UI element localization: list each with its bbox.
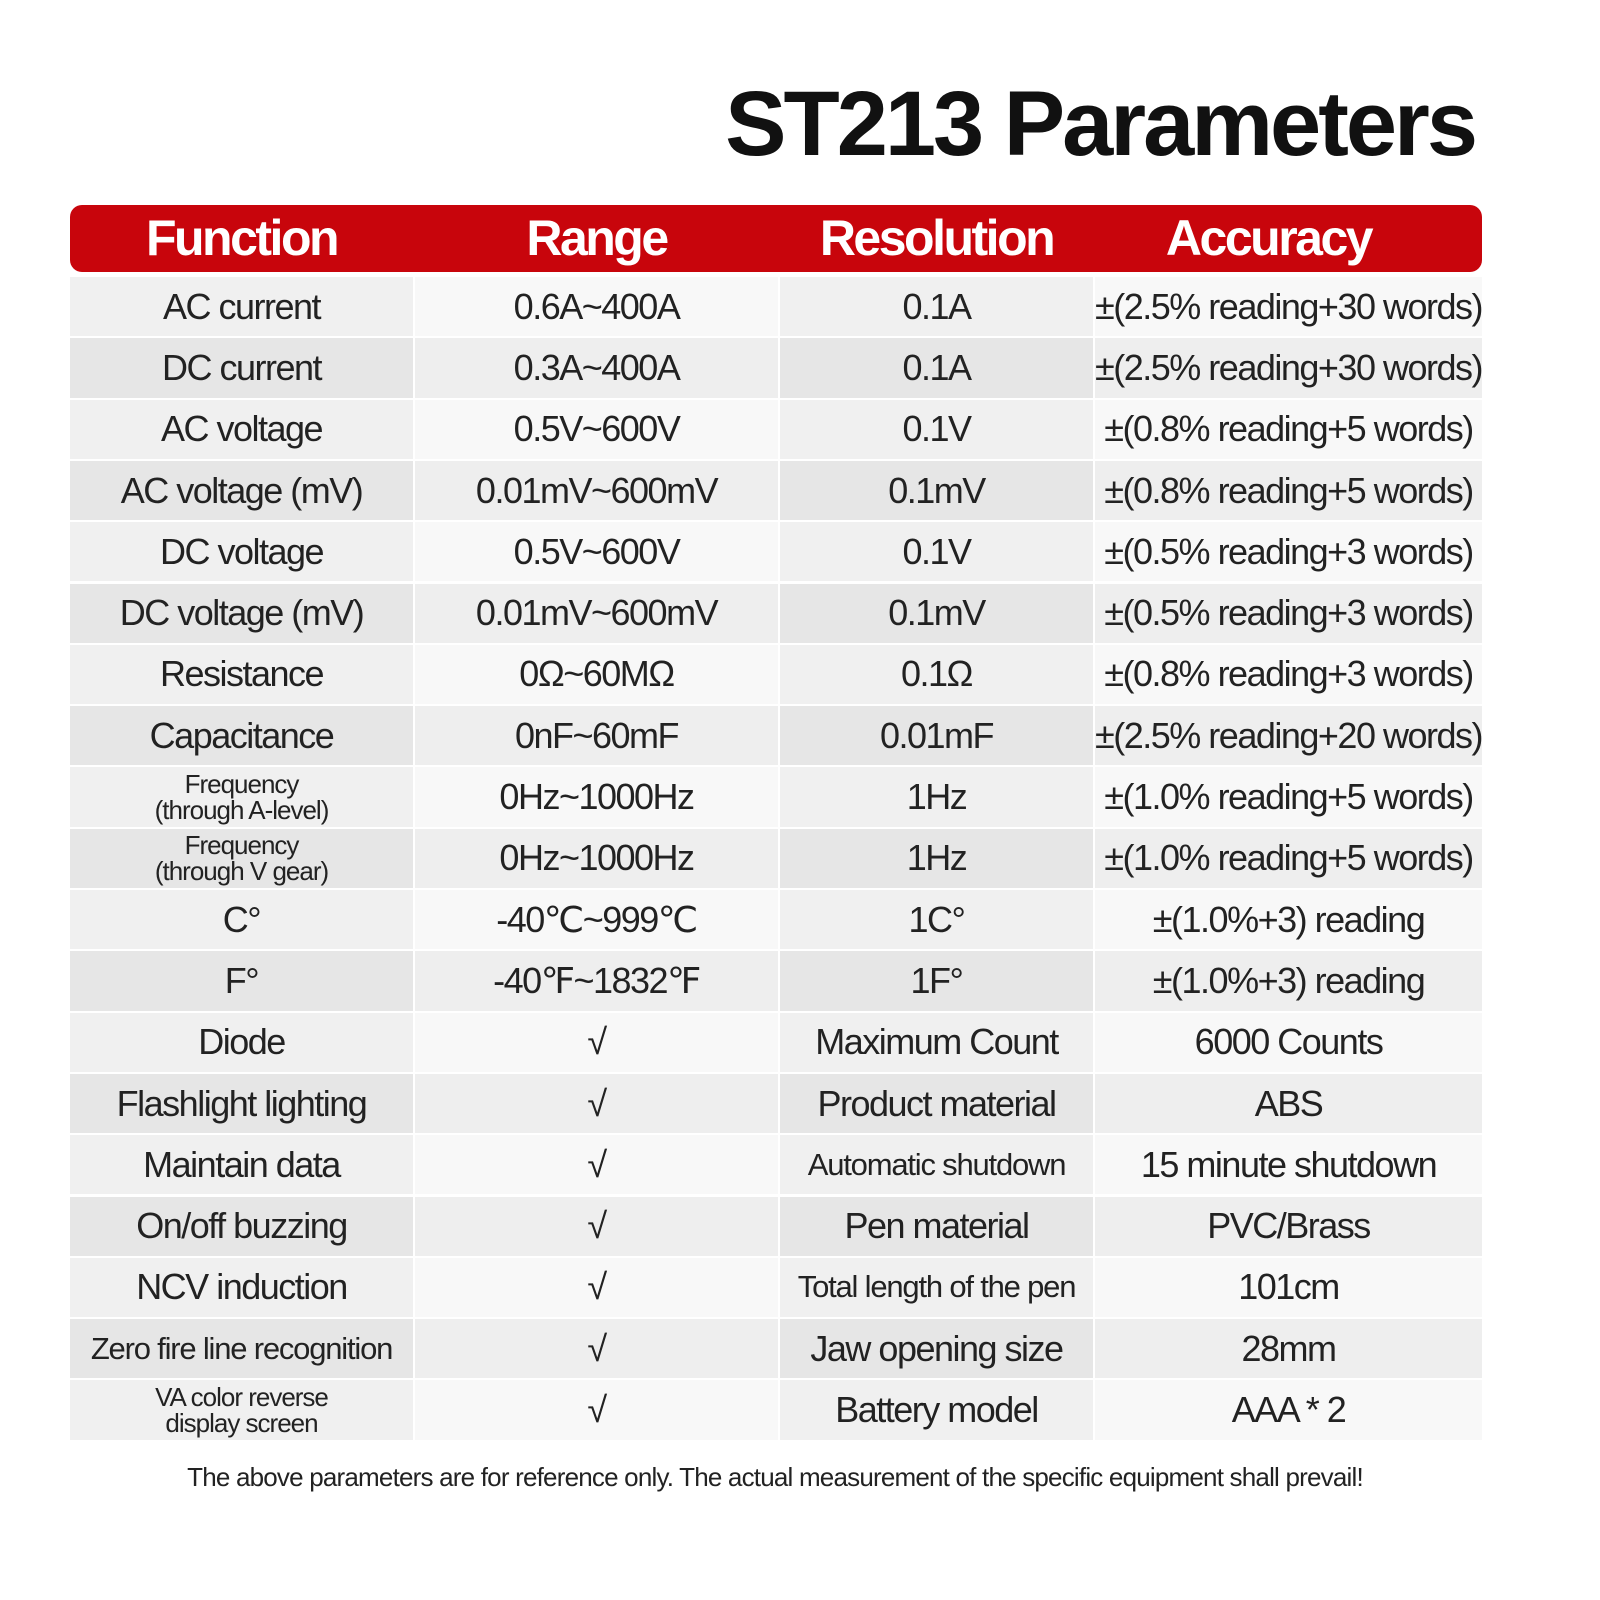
- table-cell: Total length of the pen: [780, 1257, 1093, 1318]
- table-cell: ±(2.5% reading+20 words): [1095, 706, 1483, 766]
- cell-line: display screen: [165, 1408, 318, 1439]
- table-cell: 0.1A: [780, 338, 1093, 398]
- header-cell: Accuracy: [1165, 210, 1374, 266]
- table-cell: ±(0.8% reading+3 words): [1095, 644, 1482, 705]
- cell-line: Frequency: [184, 769, 300, 800]
- table-cell: PVC/Brass: [1095, 1196, 1482, 1256]
- table-cell: ±(1.0% reading+5 words): [1095, 828, 1482, 888]
- cell-line: Frequency: [184, 830, 300, 861]
- table-cell: Diode: [70, 1012, 413, 1072]
- table-cell: 1C°: [780, 890, 1093, 950]
- table-cell: ±(1.0%+3) reading: [1095, 890, 1482, 950]
- table-cell: 0.1Ω: [780, 644, 1093, 705]
- footer-note: The above parameters are for reference o…: [187, 1462, 1364, 1492]
- table-cell: VA color reverse display screen: [70, 1380, 413, 1440]
- table-cell: Zero fire line recognition: [70, 1319, 413, 1379]
- table-cell: 101cm: [1095, 1257, 1482, 1318]
- table-cell: AAA * 2: [1095, 1380, 1482, 1440]
- header-cell: Function: [145, 210, 340, 266]
- page-title: ST213 Parameters: [725, 73, 1478, 175]
- header-cell: Range: [526, 210, 669, 266]
- table-cell: ±(2.5% reading+30 words): [1095, 338, 1483, 398]
- table-cell: 0.1V: [780, 522, 1093, 582]
- table-cell: 0Hz~1000Hz: [415, 828, 778, 888]
- table-cell: √: [415, 1073, 778, 1134]
- table-cell: 0.01mV~600mV: [415, 583, 778, 643]
- table-cell: 0.1V: [780, 399, 1093, 459]
- table-cell: DC current: [70, 338, 413, 398]
- table-cell: Frequency (through A-level): [70, 767, 413, 827]
- table-cell: DC voltage: [70, 522, 413, 582]
- table-cell: 0.5V~600V: [415, 399, 778, 459]
- table-cell: C°: [70, 890, 413, 950]
- table-cell: -40℉~1832℉: [415, 951, 778, 1011]
- table-cell: ±(0.5% reading+3 words): [1095, 583, 1482, 643]
- table-cell: √: [415, 1196, 778, 1256]
- table-cell: ±(2.5% reading+30 words): [1095, 277, 1483, 337]
- table-cell: Jaw opening size: [780, 1319, 1093, 1379]
- table-cell: DC voltage (mV): [70, 583, 413, 643]
- table-cell: 0nF~60mF: [415, 706, 778, 766]
- table-cell: Automatic shutdown: [780, 1135, 1093, 1195]
- table-cell: ABS: [1095, 1073, 1482, 1134]
- table-cell: Pen material: [780, 1196, 1093, 1256]
- table-cell: 15 minute shutdown: [1095, 1135, 1482, 1195]
- table-cell: AC voltage: [70, 399, 413, 459]
- table-cell: NCV induction: [70, 1257, 413, 1318]
- table-cell: ±(1.0%+3) reading: [1095, 951, 1482, 1011]
- table-cell: On/off buzzing: [70, 1196, 413, 1256]
- table-cell: 0.5V~600V: [415, 522, 778, 582]
- table-cell: Resistance: [70, 644, 413, 705]
- table-cell: √: [415, 1135, 778, 1195]
- table-cell: Product material: [780, 1073, 1093, 1134]
- table-cell: AC current: [70, 277, 413, 337]
- cell-line: (through V gear): [154, 856, 329, 887]
- table-cell: Flashlight lighting: [70, 1073, 413, 1134]
- table-cell: √: [415, 1380, 778, 1440]
- table-cell: 0.1mV: [780, 583, 1093, 643]
- table-cell: ±(1.0% reading+5 words): [1095, 767, 1482, 827]
- table-cell: ±(0.8% reading+5 words): [1095, 460, 1482, 521]
- cell-line: (through A-level): [154, 795, 330, 826]
- table-cell: 6000 Counts: [1095, 1012, 1482, 1072]
- table-cell: 0.01mV~600mV: [415, 460, 778, 521]
- table-cell: 1Hz: [780, 828, 1093, 888]
- table-cell: 0.01mF: [780, 706, 1093, 766]
- table-cell: 28mm: [1095, 1319, 1482, 1379]
- table-cell: √: [415, 1012, 778, 1072]
- table-cell: 0.3A~400A: [415, 338, 778, 398]
- table-cell: ±(0.5% reading+3 words): [1095, 522, 1482, 582]
- cell-line: VA color reverse: [155, 1382, 329, 1413]
- table-cell: 0.6A~400A: [415, 277, 778, 337]
- table-cell: 1Hz: [780, 767, 1093, 827]
- table-cell: AC voltage (mV): [70, 460, 413, 521]
- table-cell: F°: [70, 951, 413, 1011]
- table-cell: -40℃~999℃: [415, 890, 778, 950]
- table-cell: 0Ω~60MΩ: [415, 644, 778, 705]
- table-cell: √: [415, 1257, 778, 1318]
- table-cell: 0.1A: [780, 277, 1093, 337]
- table-cell: 1F°: [780, 951, 1093, 1011]
- header-cell: Resolution ratio: [819, 210, 1056, 333]
- table-header: Function Range Resolution ratio Accuracy: [70, 205, 1482, 333]
- table-cell: Maintain data: [70, 1135, 413, 1195]
- table-cell: 0Hz~1000Hz: [415, 767, 778, 827]
- table-cell: 0.1mV: [780, 460, 1093, 521]
- table-cell: ±(0.8% reading+5 words): [1095, 399, 1482, 459]
- table-cell: Maximum Count: [780, 1012, 1093, 1072]
- table-cell: Battery model: [780, 1380, 1093, 1440]
- table-cell: Capacitance: [70, 706, 413, 766]
- table-cell: Frequency (through V gear): [70, 828, 413, 888]
- table-cell: √: [415, 1319, 778, 1379]
